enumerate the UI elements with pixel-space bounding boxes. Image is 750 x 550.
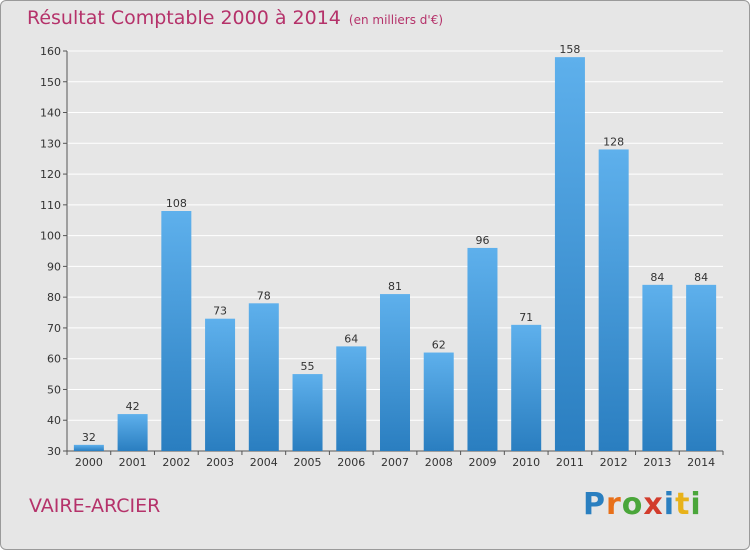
- value-label-2012: 128: [603, 135, 624, 148]
- bar-2002: [161, 211, 192, 451]
- value-label-2001: 42: [126, 400, 140, 413]
- value-label-2010: 71: [519, 311, 533, 324]
- bar-2009: [467, 247, 498, 451]
- x-tick-label-2009: 2009: [468, 456, 496, 469]
- x-tick-label-2004: 2004: [250, 456, 278, 469]
- bars: [73, 57, 717, 452]
- x-tick-label-2011: 2011: [556, 456, 584, 469]
- chart-subtitle: (en milliers d'€): [348, 13, 444, 27]
- chart-title: Résultat Comptable 2000 à 2014: [27, 7, 341, 29]
- logo-letter: o: [621, 487, 644, 522]
- y-tick-label: 60: [47, 353, 61, 366]
- bar-2006: [336, 346, 367, 451]
- commune-name: VAIRE-ARCIER: [29, 495, 161, 517]
- title-row: Résultat Comptable 2000 à 2014 (en millie…: [27, 7, 443, 29]
- y-tick-label: 110: [40, 199, 61, 212]
- x-tick-label-2003: 2003: [206, 456, 234, 469]
- x-tick-label-2010: 2010: [512, 456, 540, 469]
- bar-2000: [73, 444, 104, 451]
- x-tick-label-2002: 2002: [162, 456, 190, 469]
- value-label-2008: 62: [432, 339, 446, 352]
- y-tick-label: 70: [47, 322, 61, 335]
- x-tick-label-2005: 2005: [294, 456, 322, 469]
- y-tick-label: 80: [47, 291, 61, 304]
- y-tick-label: 130: [40, 137, 61, 150]
- value-label-2007: 81: [388, 280, 402, 293]
- x-tick-label-2007: 2007: [381, 456, 409, 469]
- value-label-2000: 32: [82, 431, 96, 444]
- x-tick-label-2014: 2014: [687, 456, 715, 469]
- bar-2003: [205, 318, 236, 451]
- bar-2004: [248, 303, 279, 451]
- y-tick-label: 150: [40, 76, 61, 89]
- logo-letter: x: [643, 487, 664, 522]
- value-label-2009: 96: [475, 234, 489, 247]
- y-tick-label: 90: [47, 260, 61, 273]
- value-label-2003: 73: [213, 305, 227, 318]
- value-label-2002: 108: [166, 197, 187, 210]
- logo-letter: t: [675, 487, 691, 522]
- value-label-2005: 55: [301, 360, 315, 373]
- x-tick-label-2012: 2012: [600, 456, 628, 469]
- logo-letter: i: [663, 487, 676, 522]
- y-tick-label: 120: [40, 168, 61, 181]
- value-label-2011: 158: [559, 43, 580, 56]
- bar-2001: [117, 414, 148, 451]
- value-label-2004: 78: [257, 289, 271, 302]
- value-label-2013: 84: [650, 271, 664, 284]
- x-tick-label-2008: 2008: [425, 456, 453, 469]
- bar-2014: [686, 284, 717, 451]
- logo-letter: P: [583, 487, 606, 522]
- bar-2013: [642, 284, 673, 451]
- bar-2011: [554, 57, 585, 452]
- value-label-2006: 64: [344, 332, 358, 345]
- y-tick-label: 50: [47, 383, 61, 396]
- bar-2005: [292, 374, 323, 451]
- proxiti-logo: Proxiti: [583, 487, 702, 522]
- x-tick-label-2000: 2000: [75, 456, 103, 469]
- y-tick-label: 30: [47, 445, 61, 458]
- y-tick-label: 140: [40, 107, 61, 120]
- y-tick-label: 40: [47, 414, 61, 427]
- logo-letter: r: [606, 487, 622, 522]
- bar-2007: [380, 294, 410, 451]
- value-label-2014: 84: [694, 271, 708, 284]
- bar-2010: [511, 324, 542, 451]
- x-tick-label-2013: 2013: [643, 456, 671, 469]
- bar-2008: [423, 352, 454, 451]
- y-tick-label: 100: [40, 230, 61, 243]
- labels: 30 40 50 60 70 80 90 100 110 120 130 140 150 160 32 200…: [40, 43, 715, 469]
- x-tick-label-2001: 2001: [119, 456, 147, 469]
- x-tick-label-2006: 2006: [337, 456, 365, 469]
- y-tick-label: 160: [40, 45, 61, 58]
- logo-letter: i: [690, 487, 702, 522]
- bar-2012: [598, 149, 629, 451]
